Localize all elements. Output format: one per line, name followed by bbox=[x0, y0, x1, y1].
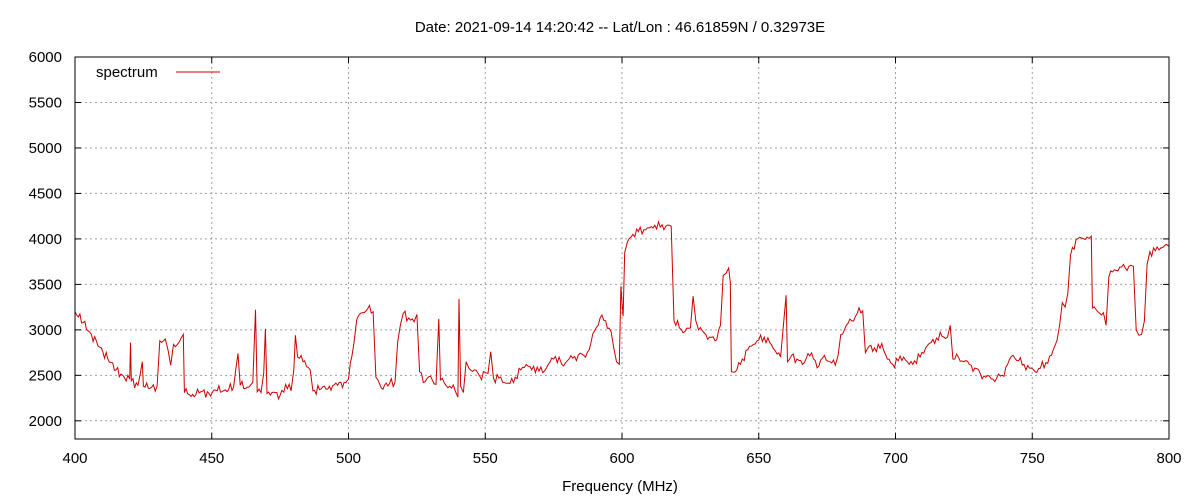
y-tick-label: 4500 bbox=[29, 185, 62, 202]
y-tick-label: 2000 bbox=[29, 413, 62, 430]
y-tick-label: 6000 bbox=[29, 49, 62, 66]
x-tick-label: 650 bbox=[746, 450, 771, 467]
x-tick-label: 750 bbox=[1020, 450, 1045, 467]
series-line-spectrum bbox=[74, 220, 1170, 401]
chart-title: Date: 2021-09-14 14:20:42 -- Lat/Lon : 4… bbox=[415, 19, 825, 36]
x-tick-label: 700 bbox=[883, 450, 908, 467]
x-tick-label: 600 bbox=[609, 450, 634, 467]
y-tick-label: 5500 bbox=[29, 94, 62, 111]
x-tick-label: 550 bbox=[473, 450, 498, 467]
tick-layer: 400 450 500 550 600 650 700 750 800 2000 2500 3000 3… bbox=[29, 49, 1182, 467]
grid-layer bbox=[75, 57, 1169, 439]
y-tick-label: 2500 bbox=[29, 367, 62, 384]
y-tick-label: 3000 bbox=[29, 322, 62, 339]
y-tick-label: 3500 bbox=[29, 276, 62, 293]
x-tick-label: 800 bbox=[1156, 450, 1181, 467]
x-axis-label: Frequency (MHz) bbox=[562, 478, 678, 495]
y-tick-label: 4000 bbox=[29, 231, 62, 248]
x-tick-label: 400 bbox=[62, 450, 87, 467]
y-tick-label: 5000 bbox=[29, 140, 62, 157]
legend: spectrum bbox=[96, 64, 220, 81]
x-tick-label: 450 bbox=[199, 450, 224, 467]
x-tick-label: 500 bbox=[336, 450, 361, 467]
series-layer bbox=[74, 220, 1170, 401]
legend-label: spectrum bbox=[96, 64, 158, 81]
